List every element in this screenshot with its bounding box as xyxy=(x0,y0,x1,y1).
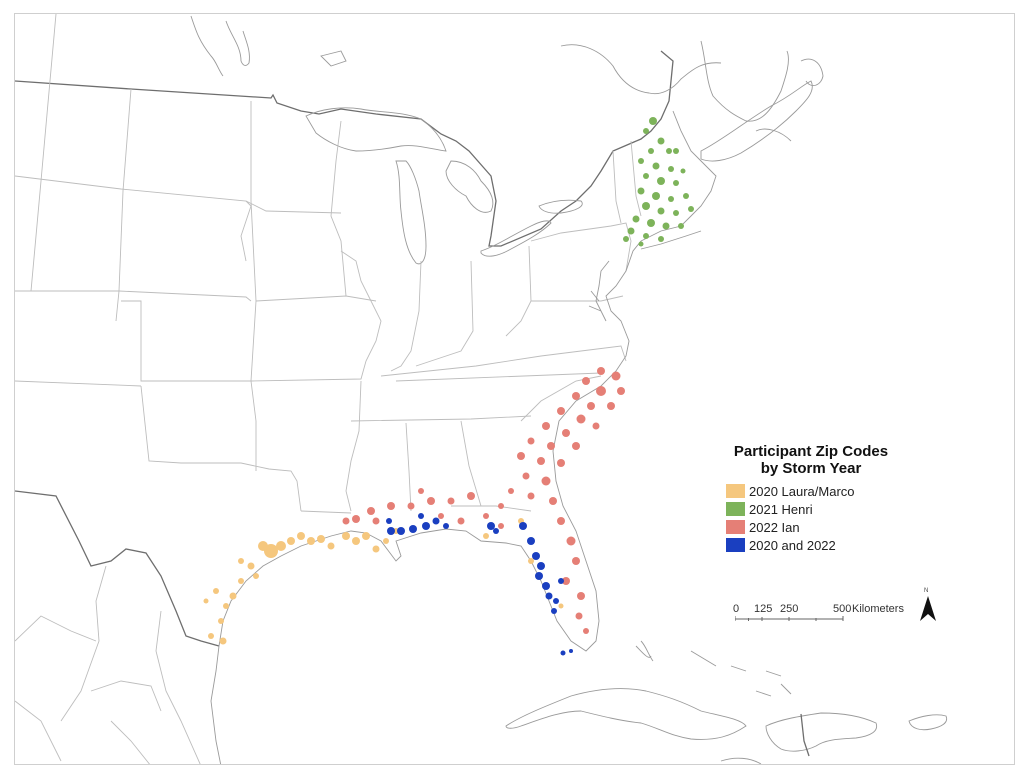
legend-label: 2021 Henri xyxy=(749,501,813,517)
swatch-ian xyxy=(726,520,745,534)
lake-huron xyxy=(445,160,494,213)
legend-item-both: 2020 and 2022 xyxy=(726,536,896,554)
lake-superior xyxy=(305,107,447,152)
legend-label: 2020 Laura/Marco xyxy=(749,483,855,499)
scale-tick-500: 500 xyxy=(833,603,852,615)
legend-item-henri: 2021 Henri xyxy=(726,500,896,518)
scale-bar: 0 125 250 500 Kilometers xyxy=(733,603,913,623)
north-arrow-icon xyxy=(920,596,936,621)
basemap xyxy=(15,14,948,764)
lake-ontario xyxy=(538,199,583,214)
zip-cluster-ian xyxy=(342,367,625,634)
lake-erie xyxy=(480,220,552,257)
us-mexico-border xyxy=(15,490,220,647)
swatch-laura-marco xyxy=(726,484,745,498)
north-label: N xyxy=(924,588,929,594)
us-canada-border xyxy=(15,50,674,247)
cuba xyxy=(505,688,747,740)
legend-item-laura-marco: 2020 Laura/Marco xyxy=(726,482,896,500)
hispaniola xyxy=(765,712,878,752)
swatch-both xyxy=(726,538,745,552)
legend: Participant Zip Codes by Storm Year 2020… xyxy=(726,443,896,554)
legend-title-line2: by Storm Year xyxy=(760,460,862,477)
scale-tick-0: 0 xyxy=(733,603,740,615)
scale-tick-125: 125 xyxy=(754,603,773,615)
legend-label: 2020 and 2022 xyxy=(749,537,836,553)
scale-unit: Kilometers xyxy=(852,603,904,615)
north-arrow: N xyxy=(918,588,938,624)
legend-label: 2022 Ian xyxy=(749,519,800,535)
swatch-henri xyxy=(726,502,745,516)
lake-michigan xyxy=(395,160,427,265)
legend-title-line1: Participant Zip Codes xyxy=(733,443,889,460)
scale-tick-250: 250 xyxy=(780,603,799,615)
scale-ruler xyxy=(735,616,844,621)
map-frame xyxy=(14,13,1015,765)
legend-title: Participant Zip Codes by Storm Year xyxy=(726,443,896,477)
zip-cluster-both xyxy=(386,513,573,656)
puerto-rico xyxy=(908,714,948,731)
mexico-states xyxy=(15,565,201,764)
legend-item-ian: 2022 Ian xyxy=(726,518,896,536)
state-borders xyxy=(15,14,642,514)
zip-cluster-laura-marco xyxy=(203,518,564,645)
zip-cluster-henri xyxy=(623,117,694,247)
